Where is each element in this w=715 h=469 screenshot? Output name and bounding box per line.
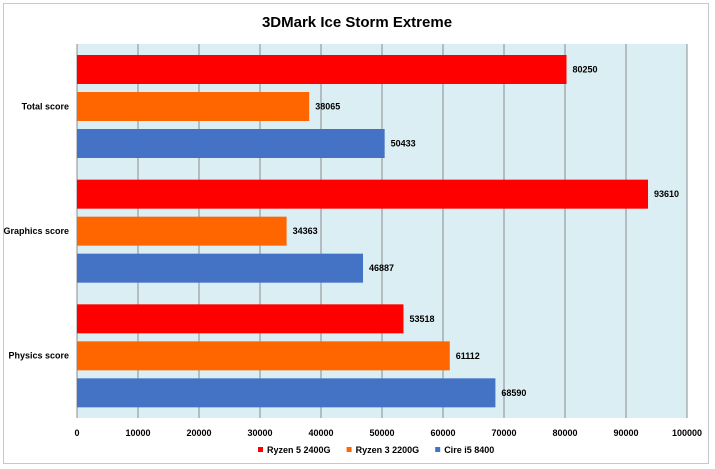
data-label: 38065 <box>315 102 340 112</box>
data-label: 50433 <box>391 139 416 149</box>
x-tick-label: 10000 <box>125 428 150 438</box>
data-label: 46887 <box>369 263 394 273</box>
x-tick-label: 60000 <box>430 428 455 438</box>
x-tick-label: 90000 <box>613 428 638 438</box>
legend-label: Ryzen 5 2400G <box>267 445 331 455</box>
category-label: Graphics score <box>3 226 69 236</box>
legend-swatch <box>435 447 441 452</box>
data-label: 34363 <box>293 226 318 236</box>
x-tick-label: 100000 <box>672 428 702 438</box>
data-label: 68590 <box>501 388 526 398</box>
category-label: Total score <box>22 101 69 111</box>
category-label: Physics score <box>8 351 69 361</box>
x-tick-label: 50000 <box>369 428 394 438</box>
bar <box>77 92 310 121</box>
legend-label: Ryzen 3 2200G <box>356 445 420 455</box>
x-tick-label: 40000 <box>308 428 333 438</box>
legend-swatch <box>346 447 352 452</box>
x-tick-label: 20000 <box>186 428 211 438</box>
bar <box>77 216 287 246</box>
data-label: 80250 <box>573 65 598 75</box>
data-label: 53518 <box>409 314 434 324</box>
legend-label: Cire i5 8400 <box>444 445 494 455</box>
legend-swatch <box>258 447 263 452</box>
x-tick-label: 0 <box>74 428 79 438</box>
bar <box>77 55 567 84</box>
bar <box>77 304 404 334</box>
x-tick-label: 70000 <box>491 428 516 438</box>
x-tick-label: 80000 <box>552 428 577 438</box>
chart-title: 3DMark Ice Storm Extreme <box>262 14 452 31</box>
bar <box>77 253 364 283</box>
bar <box>77 341 450 371</box>
chart-frame <box>3 3 709 464</box>
bar <box>77 129 385 158</box>
bar <box>77 179 649 209</box>
bar <box>77 378 496 408</box>
x-tick-label: 30000 <box>247 428 272 438</box>
data-label: 93610 <box>654 189 679 199</box>
data-label: 61112 <box>456 351 480 361</box>
